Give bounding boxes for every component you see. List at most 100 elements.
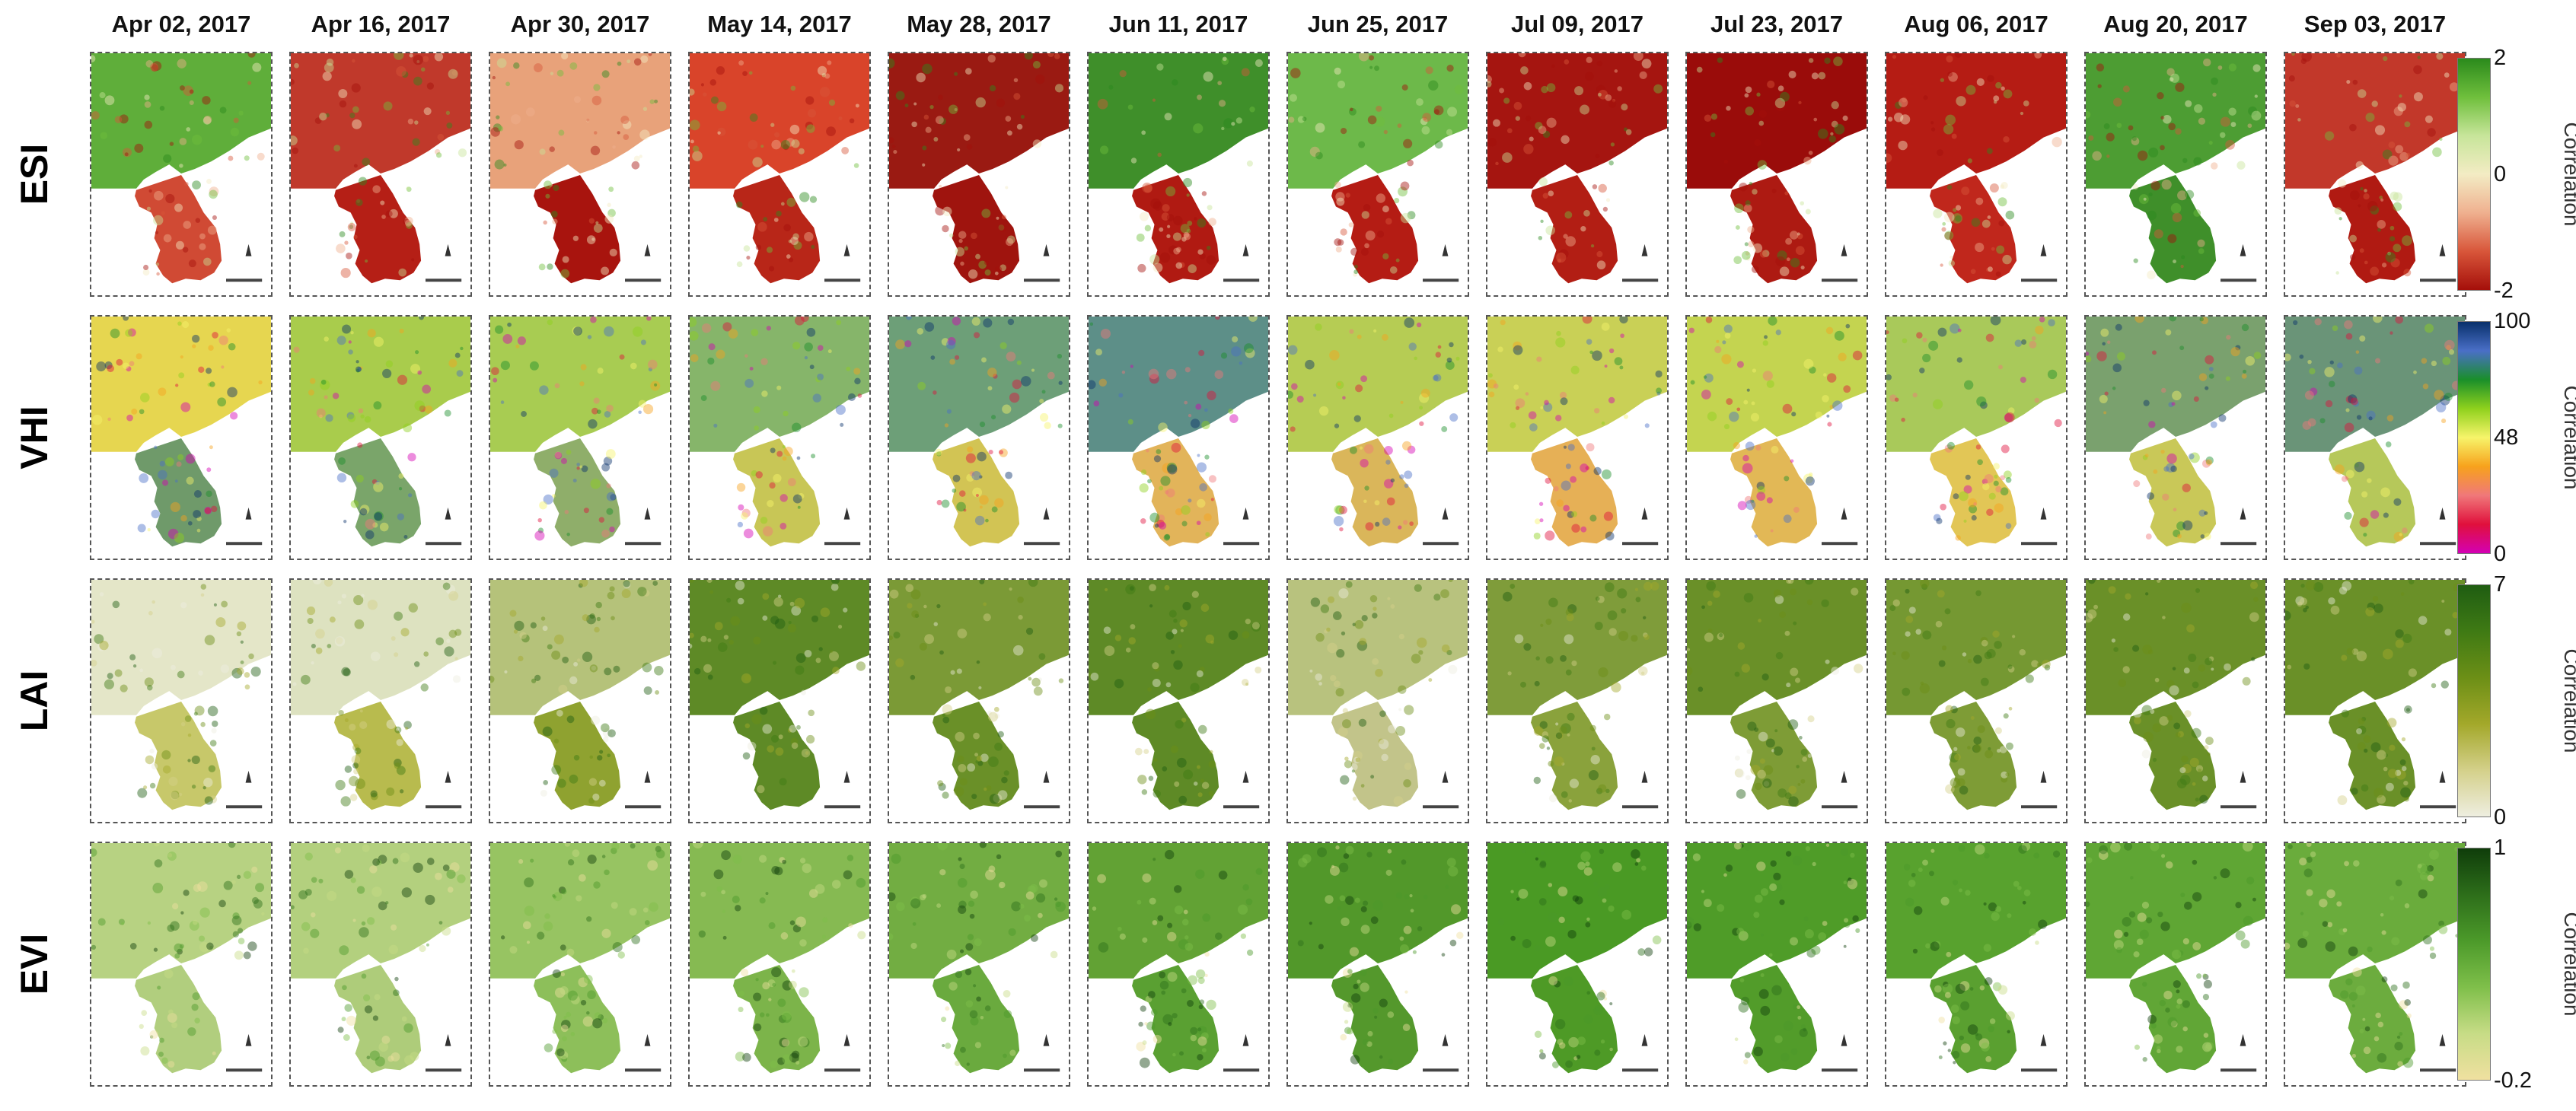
- texture-speck: [291, 135, 298, 146]
- texture-speck: [1156, 519, 1165, 528]
- texture-speck: [1166, 234, 1171, 239]
- texture-speck: [1208, 791, 1214, 797]
- texture-speck: [771, 966, 782, 978]
- texture-speck: [795, 665, 805, 675]
- texture-speck: [791, 139, 800, 148]
- texture-speck: [1208, 218, 1216, 226]
- texture-speck: [959, 863, 965, 870]
- map-graphic: [91, 843, 271, 1085]
- texture-speck: [1818, 932, 1827, 941]
- texture-speck: [1288, 345, 1298, 355]
- texture-speck: [1340, 127, 1347, 135]
- scale-bar-icon: [1024, 279, 1060, 282]
- southern-land: [2129, 174, 2217, 284]
- texture-speck: [357, 367, 362, 371]
- north-arrow-icon: [445, 1033, 451, 1046]
- texture-speck: [1948, 259, 1956, 267]
- texture-speck: [1355, 384, 1363, 393]
- map-graphic: [291, 53, 470, 295]
- texture-speck: [1745, 200, 1751, 206]
- texture-speck: [786, 254, 791, 259]
- texture-speck: [948, 233, 954, 238]
- texture-speck: [2227, 664, 2233, 670]
- texture-speck: [2250, 581, 2259, 590]
- map-graphic: [490, 317, 670, 559]
- texture-speck: [2086, 110, 2091, 119]
- texture-speck: [2285, 610, 2291, 621]
- north-arrow-icon: [1043, 507, 1050, 520]
- texture-speck: [621, 588, 631, 598]
- texture-speck: [1317, 847, 1328, 858]
- texture-speck: [1172, 1052, 1176, 1057]
- texture-speck: [1969, 987, 1974, 991]
- texture-speck: [1563, 976, 1573, 987]
- texture-speck: [2021, 339, 2027, 345]
- texture-speck: [827, 349, 832, 354]
- texture-speck: [1345, 845, 1354, 855]
- texture-speck: [2160, 449, 2165, 454]
- texture-speck: [1934, 941, 1941, 948]
- texture-speck: [1940, 896, 1950, 906]
- texture-speck: [1786, 683, 1791, 688]
- north-arrow-icon: [1442, 244, 1449, 256]
- texture-speck: [910, 896, 920, 906]
- southern-land: [1531, 174, 1618, 284]
- northern-land: [1886, 580, 2066, 715]
- texture-speck: [617, 951, 625, 959]
- texture-speck: [1963, 519, 1967, 523]
- texture-speck: [1548, 760, 1554, 767]
- texture-speck: [738, 1006, 744, 1013]
- texture-speck: [788, 620, 792, 625]
- texture-speck: [2005, 772, 2010, 777]
- texture-speck: [1100, 328, 1111, 339]
- texture-speck: [2380, 487, 2390, 498]
- texture-speck: [2003, 470, 2012, 479]
- texture-speck: [2098, 850, 2109, 861]
- texture-speck: [2291, 53, 2295, 56]
- texture-speck: [2034, 53, 2042, 59]
- texture-speck: [1752, 243, 1763, 253]
- texture-speck: [1302, 116, 1307, 122]
- texture-speck: [942, 1043, 945, 1048]
- texture-speck: [2118, 679, 2127, 687]
- texture-speck: [2189, 757, 2199, 768]
- texture-speck: [1487, 373, 1493, 378]
- texture-speck: [2418, 616, 2428, 626]
- texture-speck: [243, 951, 251, 960]
- texture-speck: [1985, 267, 1991, 272]
- map-graphic: [2285, 580, 2465, 822]
- texture-speck: [1005, 186, 1009, 189]
- texture-speck: [156, 272, 160, 276]
- texture-speck: [1771, 985, 1782, 996]
- texture-speck: [781, 1011, 792, 1020]
- texture-speck: [1986, 508, 1994, 517]
- texture-speck: [2182, 483, 2191, 492]
- texture-speck: [601, 529, 610, 538]
- texture-speck: [1390, 478, 1395, 482]
- texture-speck: [722, 909, 726, 913]
- northern-land: [889, 580, 1069, 715]
- map-panel: [2284, 315, 2466, 560]
- texture-speck: [2193, 157, 2202, 166]
- texture-speck: [91, 111, 100, 120]
- texture-speck: [2150, 1023, 2157, 1029]
- texture-speck: [1736, 789, 1746, 799]
- texture-speck: [1766, 497, 1773, 504]
- texture-speck: [815, 376, 821, 383]
- row-label-lai: LAI: [13, 670, 56, 732]
- texture-speck: [2171, 949, 2182, 960]
- texture-speck: [779, 1037, 789, 1048]
- texture-speck: [558, 684, 568, 694]
- texture-speck: [2368, 416, 2373, 421]
- texture-speck: [1598, 667, 1608, 678]
- texture-speck: [776, 210, 782, 217]
- texture-speck: [602, 728, 613, 738]
- texture-speck: [1370, 775, 1375, 779]
- texture-speck: [644, 920, 650, 925]
- texture-speck: [1640, 865, 1647, 871]
- southern-land: [933, 964, 1020, 1074]
- texture-speck: [989, 84, 996, 92]
- texture-speck: [365, 518, 376, 530]
- texture-speck: [1184, 935, 1189, 940]
- texture-speck: [357, 442, 363, 448]
